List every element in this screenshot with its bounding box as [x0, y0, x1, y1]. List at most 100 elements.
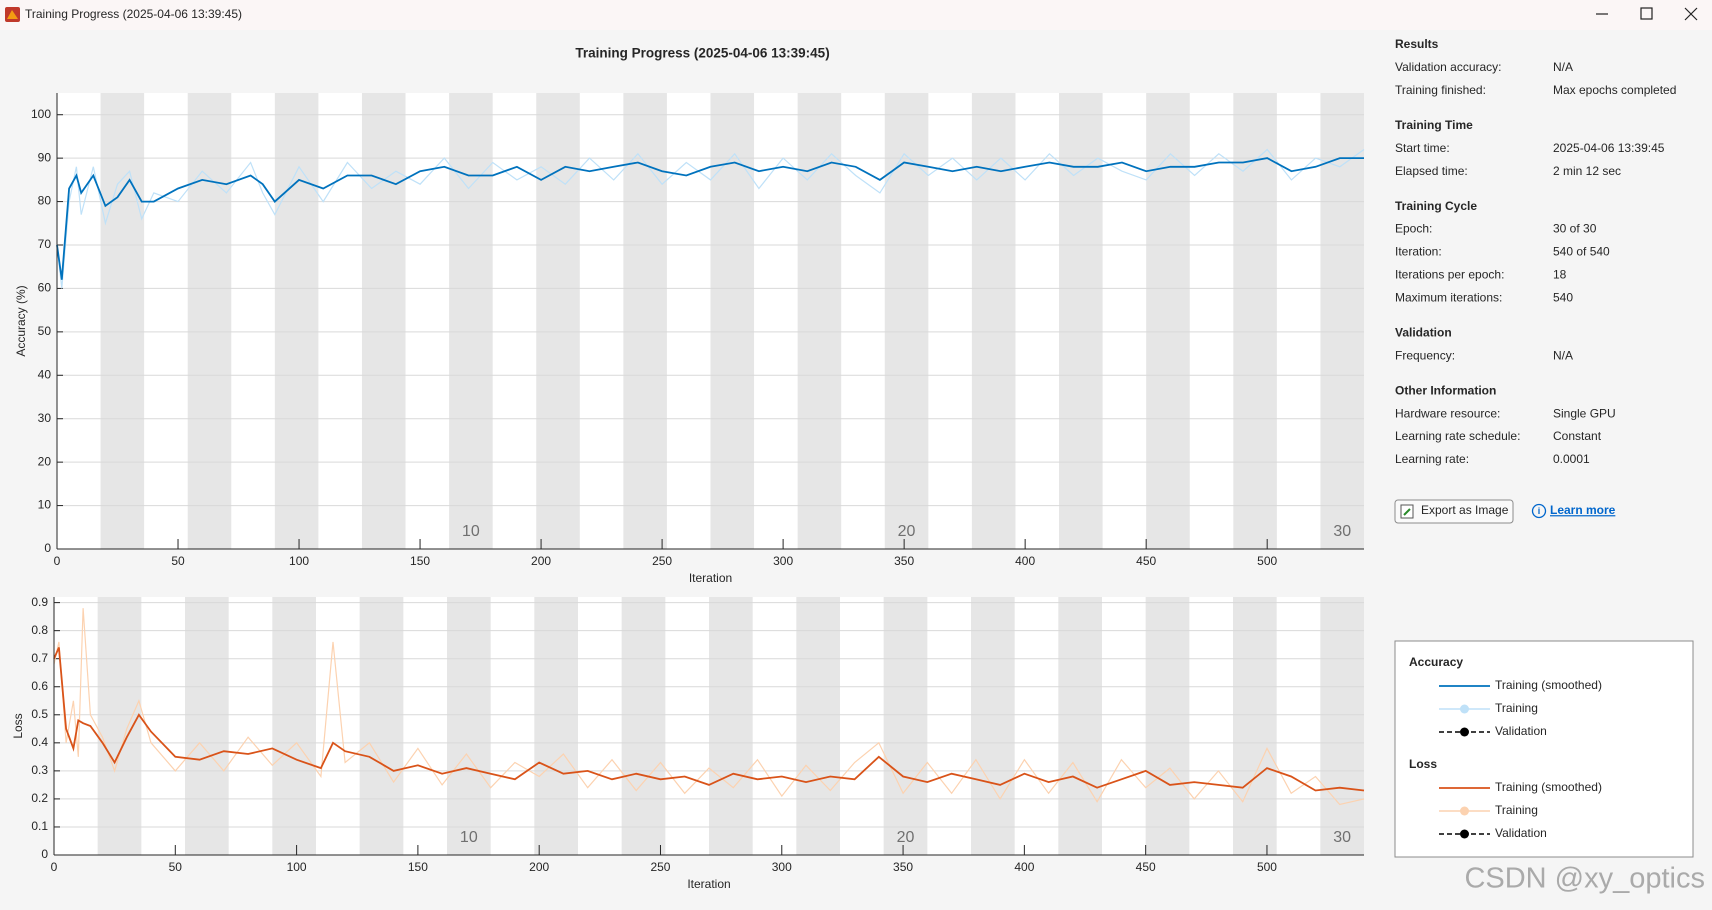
epoch-band	[621, 597, 666, 855]
x-tick-label: 250	[652, 554, 672, 568]
epoch-label: 10	[462, 523, 480, 540]
epoch-band	[971, 597, 1015, 855]
legend-title: Loss	[1409, 757, 1437, 771]
x-tick-label: 200	[531, 554, 551, 568]
info-section-title: Other Information	[1395, 383, 1496, 397]
x-tick-label: 50	[171, 554, 185, 568]
y-tick-label: 0.8	[31, 623, 48, 637]
legend-label: Training (smoothed)	[1495, 678, 1602, 692]
epoch-band	[1233, 597, 1277, 855]
epoch-band	[187, 93, 232, 549]
epoch-label: 10	[460, 829, 478, 846]
x-tick-label: 100	[289, 554, 309, 568]
epoch-band	[1059, 93, 1103, 549]
info-section-title: Validation	[1395, 325, 1452, 339]
y-tick-label: 0	[41, 847, 48, 861]
info-label: Hardware resource:	[1395, 406, 1500, 420]
x-tick-label: 50	[169, 860, 183, 874]
epoch-band	[361, 93, 406, 549]
x-tick-label: 0	[51, 860, 58, 874]
export-label[interactable]: Export as Image	[1421, 503, 1509, 517]
x-tick-label: 300	[772, 860, 792, 874]
y-tick-label: 80	[38, 194, 52, 208]
y-tick-label: 0.4	[31, 735, 48, 749]
x-tick-label: 450	[1136, 860, 1156, 874]
export-icon-arrow	[1403, 508, 1411, 516]
epoch-band	[797, 93, 842, 549]
x-tick-label: 0	[54, 554, 61, 568]
epoch-band	[1146, 93, 1190, 549]
y-tick-label: 0	[44, 541, 51, 555]
close-button[interactable]	[1684, 7, 1698, 21]
info-value: 2025-04-06 13:39:45	[1553, 141, 1665, 155]
y-axis-label: Accuracy (%)	[14, 285, 28, 356]
learn-more-link[interactable]: Learn more	[1550, 503, 1616, 517]
legend-label: Training (smoothed)	[1495, 780, 1602, 794]
y-tick-label: 0.9	[31, 595, 48, 609]
x-tick-label: 500	[1257, 554, 1277, 568]
epoch-label: 30	[1333, 829, 1351, 846]
epoch-band	[796, 597, 840, 855]
x-axis-label: Iteration	[689, 571, 732, 585]
epoch-band	[884, 93, 929, 549]
info-section-title: Training Time	[1395, 118, 1473, 132]
legend-marker	[1460, 829, 1469, 839]
y-tick-label: 90	[38, 150, 52, 164]
info-label: Learning rate:	[1395, 452, 1469, 466]
y-tick-label: 70	[38, 237, 52, 251]
epoch-band	[447, 597, 491, 855]
info-label: Elapsed time:	[1395, 164, 1468, 178]
legend-label: Validation	[1495, 826, 1547, 840]
legend-label: Training	[1495, 803, 1538, 817]
epoch-band	[1058, 597, 1102, 855]
x-tick-label: 400	[1014, 860, 1034, 874]
epoch-band	[710, 93, 755, 549]
y-tick-label: 50	[38, 324, 52, 338]
info-label: Validation accuracy:	[1395, 60, 1502, 74]
x-tick-label: 150	[408, 860, 428, 874]
epoch-band	[536, 93, 580, 549]
export-button[interactable]	[1394, 499, 1514, 524]
series-line	[53, 608, 1365, 806]
x-tick-label: 450	[1136, 554, 1156, 568]
app-icon-shape	[7, 10, 18, 19]
epoch-band	[449, 93, 493, 549]
series-line	[53, 647, 1365, 792]
epoch-band	[359, 597, 404, 855]
epoch-band	[185, 597, 229, 855]
info-label: Frequency:	[1395, 348, 1455, 362]
info-label: Learning rate schedule:	[1395, 429, 1520, 443]
epoch-band	[1233, 93, 1277, 549]
epoch-band	[274, 93, 319, 549]
y-tick-label: 40	[38, 367, 52, 381]
info-value: N/A	[1553, 348, 1573, 362]
legend-title: Accuracy	[1409, 655, 1463, 669]
x-tick-label: 100	[287, 860, 307, 874]
info-label: Epoch:	[1395, 222, 1432, 236]
x-tick-label: 200	[529, 860, 549, 874]
watermark: CSDN @xy_optics	[1464, 863, 1705, 895]
legend-box	[1394, 640, 1694, 858]
epoch-band	[883, 597, 928, 855]
x-axis-label: Iteration	[687, 877, 730, 891]
epoch-label: 30	[1333, 523, 1351, 540]
y-tick-label: 0.3	[31, 763, 48, 777]
epoch-label: 20	[898, 523, 916, 540]
info-value: 540 of 540	[1553, 245, 1610, 259]
info-icon-glyph: i	[1538, 506, 1541, 516]
legend-marker	[1460, 806, 1469, 816]
maximize-button[interactable]	[1640, 7, 1653, 20]
epoch-band	[623, 93, 667, 549]
window-title: Training Progress (2025-04-06 13:39:45)	[25, 7, 242, 21]
epoch-band	[272, 597, 316, 855]
y-tick-label: 0.7	[31, 651, 48, 665]
y-tick-label: 0.2	[31, 791, 48, 805]
x-tick-label: 300	[773, 554, 793, 568]
y-axis-label: Loss	[11, 713, 25, 738]
y-tick-label: 0.5	[31, 707, 48, 721]
epoch-band	[1320, 93, 1364, 549]
series-line	[56, 148, 1365, 289]
legend-marker	[1460, 704, 1469, 714]
epoch-label: 20	[897, 829, 915, 846]
